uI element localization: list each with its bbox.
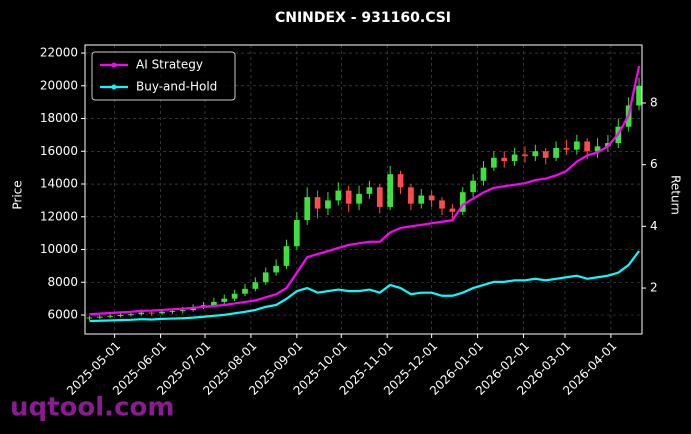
candle-body [314,197,321,209]
y-tick-label: 14000 [40,177,78,191]
candle-body [273,265,279,273]
y-tick-label: 6000 [47,308,78,322]
candle-body [594,146,601,152]
watermark: uqtool.com [10,393,174,423]
y-tick-label: 20000 [40,78,78,92]
legend-marker [111,62,117,68]
candle-body [304,197,311,221]
y-tick-label: 8000 [47,275,78,289]
y-tick-label: 16000 [40,144,78,158]
candle-body [418,195,425,204]
candle-body [439,200,445,209]
candle-body [262,272,269,283]
candle-body [542,151,549,158]
candle-body [356,193,362,204]
chart-title: CNINDEX - 931160.CSI [275,10,451,26]
candle-body [563,147,570,150]
y-tick-label: 10000 [40,242,78,256]
candle-body [345,190,352,204]
candle-body [221,298,228,302]
candle-body [532,151,539,157]
candle-body [553,147,559,158]
candle-body [408,187,414,204]
legend-marker [111,84,117,90]
y-axis-label: Price [11,180,25,209]
candle-body [397,174,404,188]
y2-tick-label: 4 [650,219,658,233]
candle-body [470,180,476,193]
candle-body [449,208,456,212]
candle-body [325,200,331,209]
candle-body [428,195,435,201]
y2-axis-label: Return [669,175,683,215]
y2-tick-label: 8 [650,95,658,109]
y-tick-label: 18000 [40,111,78,125]
y-tick-label: 12000 [40,209,78,223]
candle-body [283,246,290,266]
series-line [89,65,641,316]
y2-tick-label: 2 [650,281,658,295]
candle-body [573,141,580,150]
candle-body [366,187,373,194]
candle-body [501,157,508,162]
candle-body [242,288,248,294]
legend-label: AI Strategy [136,58,203,72]
candle-body [211,301,217,306]
candle-body [459,192,466,212]
candle-body [480,167,487,181]
candle-body [522,154,528,157]
candle-body [169,310,176,312]
candle-body [138,312,145,315]
candle-body [376,187,383,207]
candle-body [335,190,342,201]
candle-body [86,317,93,319]
candle-body [511,154,518,162]
candle-body [107,315,114,317]
candle-body [96,316,103,318]
candle-body [128,314,134,316]
candle-body [159,311,165,314]
candle-body [148,312,155,314]
plot-frame [84,44,643,335]
candle-body [491,157,497,168]
candle-body [179,310,186,312]
legend-label: Buy-and-Hold [136,80,217,94]
series-line [89,250,640,323]
candle-body [636,85,642,106]
candle-body [231,293,238,299]
candle-body [293,220,300,247]
candle-body [584,141,591,152]
y-tick-label: 22000 [40,46,78,60]
y2-tick-label: 6 [650,157,658,171]
candle-body [387,174,394,207]
candle-body [252,282,259,289]
candle-body [117,315,124,317]
